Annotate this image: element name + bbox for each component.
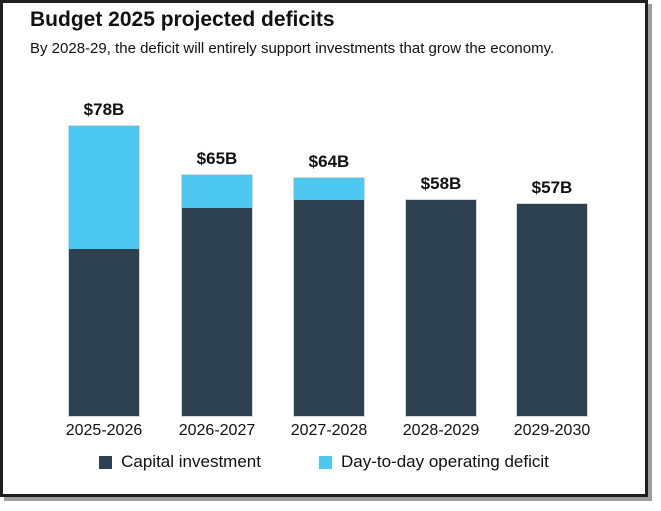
bar-stack — [405, 199, 477, 417]
x-axis-label: 2026-2027 — [178, 422, 256, 439]
bar-segment-capital-investment — [406, 200, 476, 416]
bar-group-2029-2030: $57B — [516, 178, 588, 417]
bar-segment-capital-investment — [517, 204, 587, 416]
operating-deficit-swatch-icon — [318, 455, 332, 469]
bar-segment-capital-investment — [69, 249, 139, 416]
bar-segment-capital-investment — [182, 208, 252, 416]
x-axis-label: 2027-2028 — [290, 422, 368, 439]
legend-label-capital-investment: Capital investment — [121, 452, 261, 471]
bar-segment-operating-deficit — [69, 126, 139, 249]
chart-title: Budget 2025 projected deficits — [30, 8, 335, 31]
total-deficit-label: $64B — [308, 152, 350, 171]
x-axis-label: 2029-2030 — [513, 422, 591, 439]
bar-group-2027-2028: $64B — [293, 152, 365, 417]
bar-stack — [68, 125, 140, 417]
bar-stack — [516, 203, 588, 417]
bar-segment-operating-deficit — [294, 178, 364, 200]
chart-subtitle: By 2028-29, the deficit will entirely su… — [30, 40, 555, 57]
legend-label-operating-deficit: Day-to-day operating deficit — [340, 452, 549, 471]
bar-segment-capital-investment — [294, 200, 364, 416]
bar-group-2025-2026: $78B — [68, 100, 140, 417]
total-deficit-label: $57B — [531, 178, 573, 197]
bar-group-2026-2027: $65B — [181, 149, 253, 417]
bar-segment-operating-deficit — [182, 175, 252, 208]
legend-item-operating-deficit: Day-to-day operating deficit — [318, 452, 549, 472]
bar-stack — [293, 177, 365, 417]
bar-group-2028-2029: $58B — [405, 174, 477, 417]
legend-item-capital-investment: Capital investment — [99, 452, 261, 472]
chart-card: Budget 2025 projected deficits By 2028-2… — [0, 0, 648, 497]
total-deficit-label: $65B — [196, 149, 238, 168]
bar-stack — [181, 174, 253, 417]
total-deficit-label: $78B — [83, 100, 125, 119]
total-deficit-label: $58B — [420, 174, 462, 193]
x-axis-label: 2025-2026 — [65, 422, 143, 439]
legend: Capital investment Day-to-day operating … — [3, 452, 645, 472]
capital-investment-swatch-icon — [99, 455, 113, 469]
stacked-bar-chart: $78B 2025-2026 $65B 2026-2027 $64B 2027-2028 $… — [3, 3, 645, 494]
x-axis-label: 2028-2029 — [402, 422, 480, 439]
